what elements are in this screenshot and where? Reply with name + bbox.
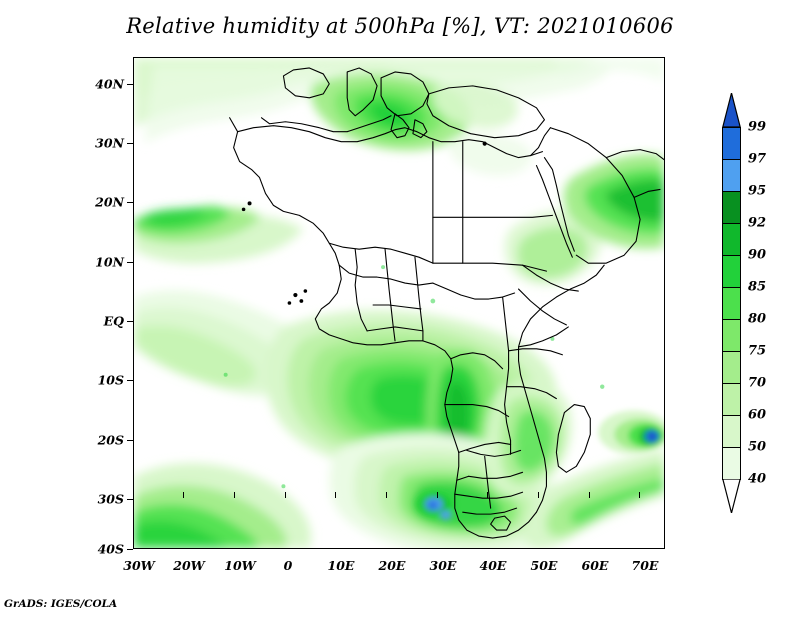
colorbar-under-arrow — [722, 478, 741, 514]
colorbar-label: 90 — [748, 247, 767, 263]
colorbar-band — [722, 159, 741, 192]
colorbar-over-arrow — [722, 92, 741, 128]
colorbar-label: 80 — [748, 311, 767, 327]
x-axis-label: 10W — [224, 558, 256, 573]
x-axis-label: 50E — [530, 558, 558, 573]
colorbar-band — [722, 351, 741, 384]
x-axis-label: 30E — [429, 558, 457, 573]
colorbar-tick — [722, 319, 741, 321]
y-tick — [127, 202, 133, 204]
colorbar-label: 70 — [748, 375, 767, 391]
colorbar-label: 60 — [748, 407, 767, 423]
colorbar-label: 99 — [748, 119, 767, 135]
y-tick — [127, 440, 133, 442]
colorbar-tick — [722, 223, 741, 225]
colorbar-tick — [722, 383, 741, 385]
colorbar-label: 75 — [748, 343, 767, 359]
colorbar-band — [722, 383, 741, 416]
x-axis-label: 0 — [283, 558, 293, 573]
y-axis-label: 10S — [97, 372, 124, 388]
x-tick — [183, 492, 185, 498]
x-tick — [437, 492, 439, 498]
y-tick — [127, 549, 133, 551]
colorbar[interactable]: 40 50 60 70 75 80 85 90 92 95 97 99 — [722, 92, 766, 514]
colorbar-tick — [722, 351, 741, 353]
x-tick — [234, 492, 236, 498]
x-tick — [487, 492, 489, 498]
colorbar-band — [722, 255, 741, 288]
colorbar-tick — [722, 191, 741, 193]
x-tick — [538, 492, 540, 498]
x-axis-label: 20E — [378, 558, 406, 573]
colorbar-band — [722, 191, 741, 224]
colorbar-tick — [722, 159, 741, 161]
y-tick — [127, 143, 133, 145]
credit-text: GrADS: IGES/COLA — [4, 598, 118, 610]
y-tick — [127, 380, 133, 382]
y-tick — [127, 262, 133, 264]
y-axis-label: 10N — [95, 254, 124, 270]
humidity-field — [134, 58, 664, 548]
y-axis-label: 30S — [97, 491, 124, 507]
colorbar-label: 97 — [748, 151, 767, 167]
y-axis-label: 30N — [95, 135, 124, 151]
x-axis-label: 60E — [581, 558, 609, 573]
y-axis-label: 40N — [95, 76, 124, 92]
colorbar-tick — [722, 127, 741, 129]
map-plot-area[interactable] — [133, 57, 665, 549]
page-title: Relative humidity at 500hPa [%], VT: 202… — [126, 14, 674, 38]
colorbar-band — [722, 287, 741, 320]
x-tick — [285, 492, 287, 498]
x-axis-label: 10E — [327, 558, 355, 573]
colorbar-tick — [722, 287, 741, 289]
colorbar-label: 40 — [748, 471, 767, 487]
colorbar-tick — [722, 415, 741, 417]
colorbar-band — [722, 223, 741, 256]
colorbar-label: 50 — [748, 439, 767, 455]
colorbar-tick — [722, 255, 741, 257]
y-tick — [127, 321, 133, 323]
x-tick — [335, 492, 337, 498]
colorbar-label: 92 — [748, 215, 767, 231]
x-axis-label: 40E — [479, 558, 507, 573]
colorbar-tick — [722, 447, 741, 449]
x-tick — [133, 492, 135, 498]
y-axis-label: 40S — [97, 541, 124, 557]
x-tick — [639, 492, 641, 498]
y-axis-label: EQ — [103, 313, 124, 329]
x-axis-label: 30W — [123, 558, 155, 573]
y-tick — [127, 499, 133, 501]
colorbar-band — [722, 127, 741, 160]
y-axis-label: 20N — [95, 194, 124, 210]
colorbar-band — [722, 319, 741, 352]
colorbar-label: 85 — [748, 279, 767, 295]
colorbar-label: 95 — [748, 183, 767, 199]
x-axis-label: 20W — [173, 558, 205, 573]
y-axis-label: 20S — [97, 432, 124, 448]
colorbar-band — [722, 447, 741, 480]
y-tick — [127, 84, 133, 86]
x-axis-label: 70E — [631, 558, 659, 573]
x-tick — [386, 492, 388, 498]
colorbar-band — [722, 415, 741, 448]
x-tick — [589, 492, 591, 498]
